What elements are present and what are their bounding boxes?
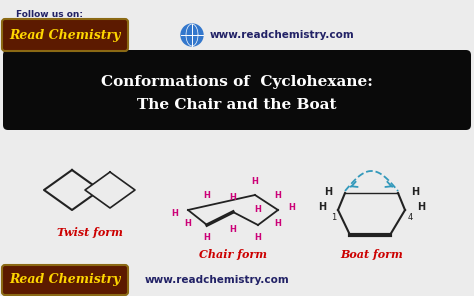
Text: H: H bbox=[274, 220, 282, 229]
Text: H: H bbox=[252, 178, 258, 186]
Text: H: H bbox=[318, 202, 326, 212]
Text: Follow us on:: Follow us on: bbox=[16, 10, 83, 19]
Text: H: H bbox=[255, 205, 262, 215]
Text: Read Chemistry: Read Chemistry bbox=[9, 274, 121, 287]
Text: www.readchemistry.com: www.readchemistry.com bbox=[210, 30, 355, 40]
Text: H: H bbox=[172, 208, 178, 218]
Text: H: H bbox=[229, 226, 237, 234]
Text: Chair form: Chair form bbox=[199, 250, 267, 260]
Text: 4: 4 bbox=[407, 213, 413, 223]
Text: H: H bbox=[255, 234, 262, 242]
Text: Boat form: Boat form bbox=[341, 250, 403, 260]
Text: H: H bbox=[274, 192, 282, 200]
Text: H: H bbox=[203, 234, 210, 242]
Text: 1: 1 bbox=[331, 213, 337, 223]
FancyBboxPatch shape bbox=[2, 19, 128, 51]
Text: Read Chemistry: Read Chemistry bbox=[9, 28, 121, 41]
Text: Twist form: Twist form bbox=[57, 226, 123, 237]
Text: H: H bbox=[411, 187, 419, 197]
Text: H: H bbox=[229, 192, 237, 202]
Polygon shape bbox=[44, 170, 100, 210]
Text: H: H bbox=[203, 191, 210, 200]
Circle shape bbox=[181, 24, 203, 46]
FancyBboxPatch shape bbox=[2, 265, 128, 295]
Text: H: H bbox=[184, 220, 191, 229]
Text: Conformations of  Cyclohexane:: Conformations of Cyclohexane: bbox=[101, 75, 373, 89]
Polygon shape bbox=[85, 172, 135, 208]
Text: www.readchemistry.com: www.readchemistry.com bbox=[145, 275, 290, 285]
Text: The Chair and the Boat: The Chair and the Boat bbox=[137, 98, 337, 112]
Text: H: H bbox=[417, 202, 425, 212]
Text: H: H bbox=[324, 187, 332, 197]
FancyBboxPatch shape bbox=[3, 50, 471, 130]
Text: H: H bbox=[289, 204, 295, 213]
